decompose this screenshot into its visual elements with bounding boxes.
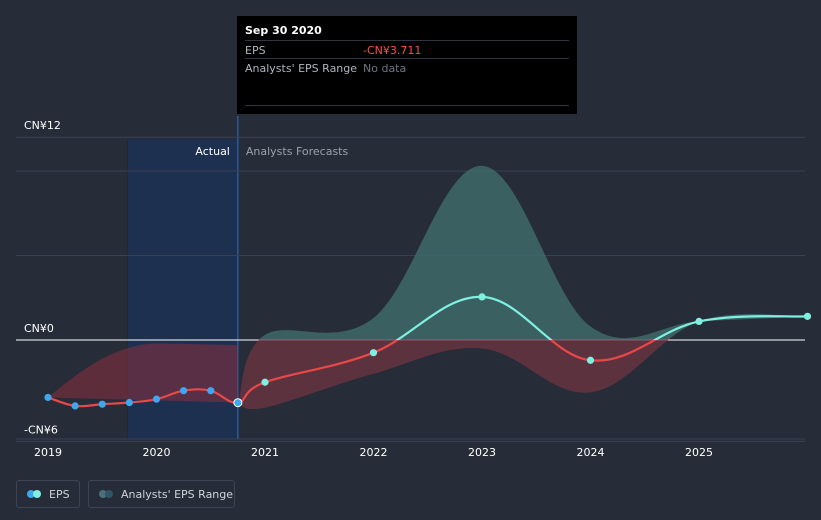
y-tick-label: CN¥12 [24,119,61,132]
tooltip: Sep 30 2020 EPS -CN¥3.711 Analysts' EPS … [237,16,577,114]
eps-point [180,387,188,395]
eps-point [71,402,79,410]
legend-eps-label: EPS [49,487,70,501]
x-tick-label: 2025 [685,446,713,459]
tooltip-range-value: No data [363,62,407,75]
eps-point [98,400,106,408]
y-tick-label: -CN¥6 [24,423,58,436]
eps-point [586,356,595,364]
range-band-positive [258,165,808,340]
tooltip-date: Sep 30 2020 [245,24,322,37]
x-tick-label: 2020 [143,446,171,459]
legend-range-label: Analysts' EPS Range [121,487,234,501]
eps-point [261,378,269,386]
eps-point [125,398,133,407]
x-tick-label: 2023 [468,446,496,459]
eps-legend-icon [27,490,43,498]
y-tick-label: CN¥0 [24,322,54,335]
x-tick-label: 2022 [360,446,388,459]
tooltip-eps-label: EPS [245,44,266,57]
legend-range-button[interactable]: Analysts' EPS Range [88,480,235,508]
tooltip-eps-value: -CN¥3.711 [363,44,422,57]
eps-point [695,317,703,326]
eps-point [478,293,486,301]
eps-point [803,312,812,320]
tooltip-row-range: Analysts' EPS Range No data [245,58,569,77]
tooltip-range-label: Analysts' EPS Range [245,62,358,75]
forecast-label: Analysts Forecasts [246,145,349,158]
eps-point [152,395,161,403]
range-band-negative [237,340,669,410]
x-tick-label: 2024 [577,446,605,459]
eps-point [233,398,243,408]
eps-line-negative [47,340,658,408]
tooltip-divider [245,105,569,106]
x-tick-label: 2019 [34,446,62,459]
actual-label: Actual [195,145,229,158]
x-tick-label: 2021 [251,446,279,459]
eps-point [207,387,215,395]
range-legend-icon [99,490,115,498]
tooltip-row-eps: EPS -CN¥3.711 [245,40,569,59]
legend-eps-button[interactable]: EPS [16,480,80,508]
actual-range-band [48,343,238,403]
eps-point [369,349,378,357]
eps-point [44,393,52,402]
